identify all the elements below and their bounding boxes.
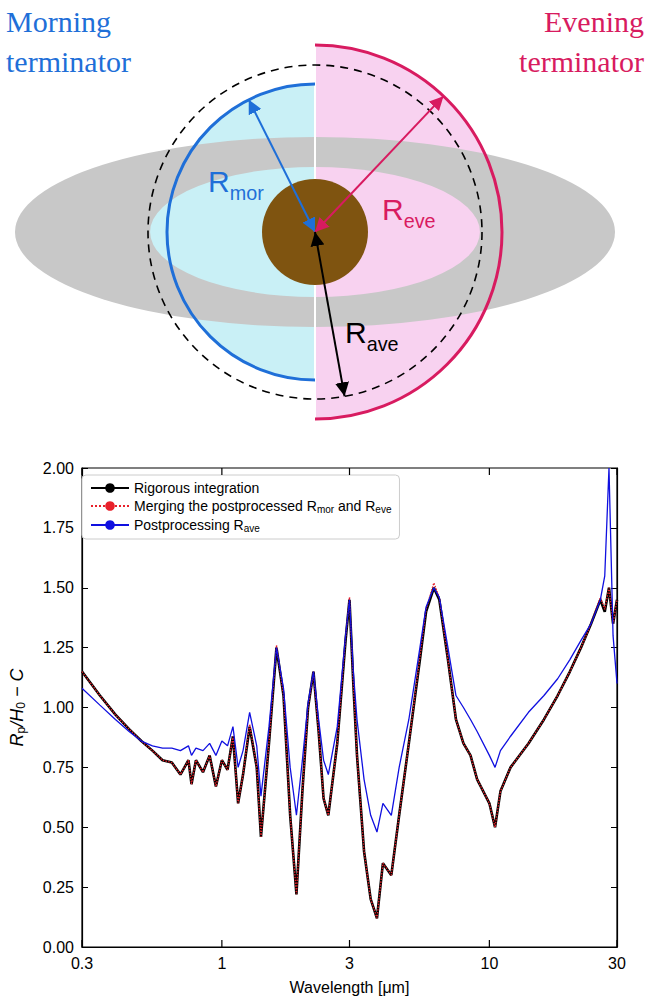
svg-text:Morning: Morning [6, 5, 111, 38]
svg-text:eve: eve [375, 504, 392, 515]
svg-text:30: 30 [608, 955, 626, 972]
svg-text:ave: ave [244, 523, 261, 534]
svg-text:Rave: Rave [345, 316, 399, 355]
svg-text:Postprocessing R: Postprocessing R [134, 517, 244, 533]
svg-text:Reve: Reve [382, 193, 436, 232]
svg-text:Rmor: Rmor [208, 165, 264, 204]
svg-text:0.25: 0.25 [43, 879, 74, 896]
svg-text:Wavelength [μm]: Wavelength [μm] [290, 979, 410, 996]
svg-text:1.75: 1.75 [43, 519, 74, 536]
svg-text:terminator: terminator [6, 45, 131, 78]
svg-text:0.00: 0.00 [43, 939, 74, 956]
svg-text:0: 0 [14, 702, 28, 709]
svg-text:0.3: 0.3 [71, 955, 93, 972]
svg-text:/H: /H [7, 708, 27, 729]
svg-text:terminator: terminator [519, 45, 644, 78]
svg-text:− C: − C [7, 668, 27, 703]
svg-text:p: p [14, 726, 28, 734]
svg-text:2.00: 2.00 [43, 460, 74, 477]
svg-text:and R: and R [334, 498, 375, 514]
svg-text:10: 10 [480, 955, 498, 972]
svg-text:Evening: Evening [544, 5, 644, 38]
svg-text:mor: mor [317, 504, 335, 515]
svg-text:Merging the postprocessed R: Merging the postprocessed R [134, 498, 317, 514]
svg-text:0.50: 0.50 [43, 819, 74, 836]
svg-text:1.25: 1.25 [43, 639, 74, 656]
svg-text:R: R [7, 733, 27, 746]
svg-text:3: 3 [345, 955, 354, 972]
svg-text:1: 1 [217, 955, 226, 972]
svg-text:1.00: 1.00 [43, 699, 74, 716]
svg-text:0.75: 0.75 [43, 759, 74, 776]
svg-text:Rigorous integration: Rigorous integration [134, 480, 259, 496]
svg-text:1.50: 1.50 [43, 579, 74, 596]
